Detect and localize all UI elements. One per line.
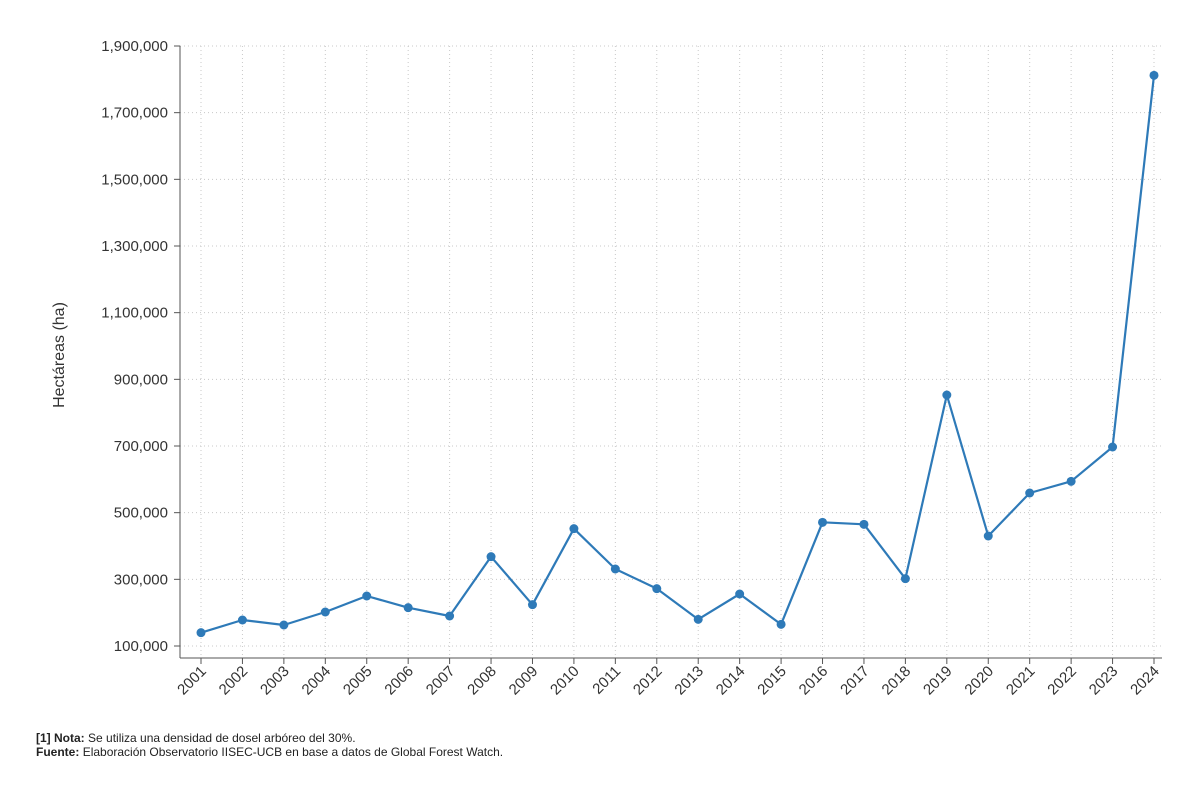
series-layer (196, 70, 1159, 638)
x-tick-label: 2023 (1086, 663, 1122, 699)
data-point-2006 (403, 603, 413, 613)
footer-notes: [1] Nota: Se utiliza una densidad de dos… (36, 731, 503, 759)
x-tick-label: 2003 (257, 663, 293, 699)
data-point-2008 (486, 552, 496, 562)
data-point-2020 (983, 531, 993, 541)
x-tick-label: 2021 (1003, 663, 1039, 699)
data-point-2022 (1066, 476, 1076, 486)
y-tick-label: 300,000 (114, 571, 168, 588)
data-point-2017 (859, 519, 869, 529)
x-tick-label: 2011 (589, 663, 624, 698)
y-tick-label: 100,000 (114, 638, 168, 655)
x-tick-label: 2009 (506, 663, 542, 699)
x-tick-label: 2020 (961, 663, 997, 699)
x-tick-label: 2012 (630, 663, 666, 699)
data-point-2001 (196, 628, 206, 638)
note-label: [1] Nota: (36, 731, 85, 745)
data-point-2010 (569, 524, 579, 534)
data-point-2012 (652, 584, 662, 594)
data-point-2011 (610, 564, 620, 574)
x-tick-label: 2005 (340, 663, 376, 699)
x-tick-label: 2010 (547, 663, 583, 699)
y-tick-label: 1,300,000 (101, 238, 168, 255)
x-tick-label: 2008 (464, 663, 500, 699)
x-tick-label: 2013 (671, 663, 707, 699)
data-point-2013 (693, 614, 703, 624)
axes (179, 46, 1162, 659)
y-tick-label: 900,000 (114, 371, 168, 388)
x-tick-label: 2015 (754, 663, 790, 699)
data-point-2024 (1149, 70, 1159, 80)
x-tick-label: 2004 (299, 663, 335, 699)
x-tick-label: 2001 (174, 663, 210, 699)
data-point-2019 (942, 390, 952, 400)
x-tick-label: 2022 (1044, 663, 1080, 699)
x-tick-label: 2017 (837, 663, 873, 699)
x-tick-label: 2002 (216, 663, 252, 699)
data-point-2002 (237, 615, 247, 625)
x-tick-label: 2006 (381, 663, 417, 699)
data-point-2021 (1025, 488, 1035, 498)
note-line: [1] Nota: Se utiliza una densidad de dos… (36, 731, 503, 745)
series-line (200, 75, 1156, 634)
x-axis-ticks: 2001 2002 2003 2004 2005 2006 2007 2008 2009 2010… (174, 658, 1163, 698)
x-tick-label: 2007 (423, 663, 459, 699)
source-line: Fuente: Elaboración Observatorio IISEC-U… (36, 745, 503, 759)
y-axis-ticks: 100,000 300,000 500,000 700,000 900,000 1,100… (101, 38, 180, 655)
y-tick-label: 500,000 (114, 505, 168, 522)
y-axis-title: Hectáreas (ha) (51, 302, 68, 408)
note-text: Se utiliza una densidad de dosel arbóreo… (88, 731, 356, 745)
data-point-2016 (818, 517, 828, 527)
source-label: Fuente: (36, 745, 80, 759)
data-point-2018 (900, 574, 910, 584)
y-tick-label: 1,500,000 (101, 171, 168, 188)
source-text: Elaboración Observatorio IISEC-UCB en ba… (82, 745, 504, 759)
x-tick-label: 2016 (796, 663, 832, 699)
y-tick-label: 700,000 (114, 438, 168, 455)
y-tick-label: 1,700,000 (101, 105, 168, 122)
data-point-2014 (735, 589, 745, 599)
x-tick-label: 2019 (920, 663, 956, 699)
data-point-2004 (320, 607, 330, 617)
x-tick-label: 2018 (879, 663, 915, 699)
x-tick-label: 2024 (1127, 663, 1163, 699)
data-point-2015 (776, 619, 786, 629)
data-point-2023 (1108, 442, 1118, 452)
y-tick-label: 1,900,000 (101, 38, 168, 55)
grid-lines (180, 45, 1162, 658)
data-point-2003 (279, 620, 289, 630)
x-tick-label: 2014 (713, 663, 749, 699)
y-tick-label: 1,100,000 (101, 305, 168, 322)
line-chart: 100,000 300,000 500,000 700,000 900,000 1,100… (51, 38, 1163, 698)
data-point-2009 (527, 600, 537, 610)
data-point-2005 (362, 591, 372, 601)
data-point-2007 (445, 611, 455, 621)
